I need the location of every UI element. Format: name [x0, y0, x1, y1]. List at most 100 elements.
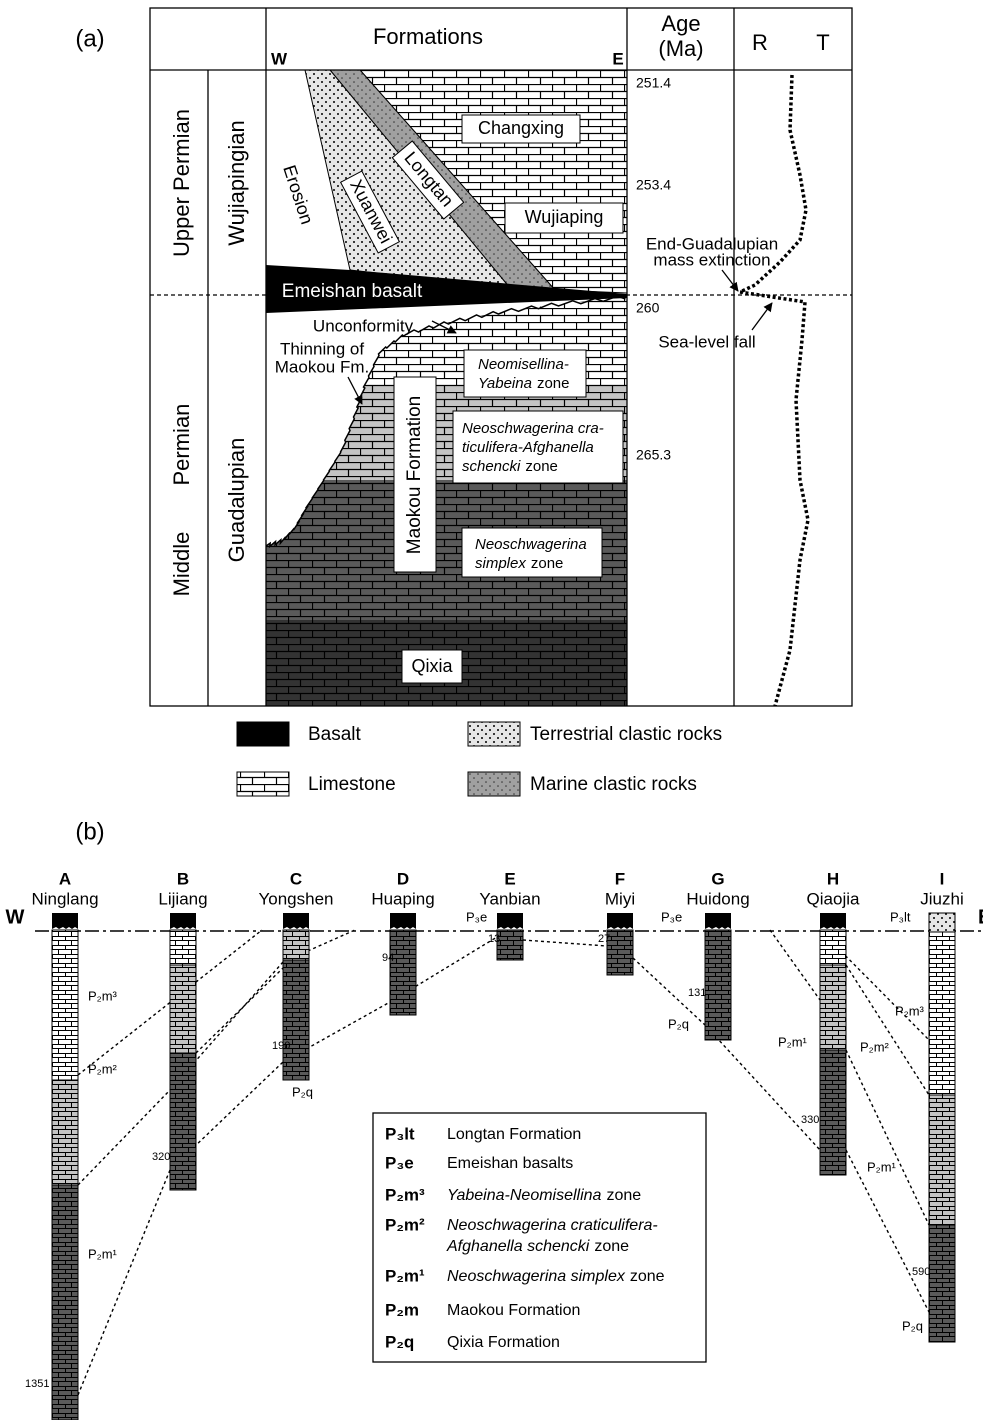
key-symbol: P₂m³ — [385, 1185, 425, 1204]
basalt-cap — [52, 913, 78, 929]
key-symbol: P₂m² — [385, 1215, 425, 1234]
zone-name: Yabeina — [478, 375, 532, 392]
direction: E — [612, 49, 623, 68]
header: Formations — [373, 24, 483, 49]
unit-label: P₃lt — [890, 909, 911, 924]
header: (Ma) — [658, 36, 703, 61]
unit-label: Emeishan basalt — [282, 281, 423, 302]
unit-label: P₂m² — [88, 1061, 118, 1076]
basalt-cap — [607, 913, 633, 929]
legend-label: Limestone — [308, 774, 396, 795]
thickness: 94 — [382, 952, 394, 964]
column-band — [820, 965, 846, 1050]
zone-name: Neoschwagerina craticulifera- — [447, 1217, 658, 1234]
zone-name: Neomisellina- — [478, 356, 569, 373]
section-id: E — [504, 869, 515, 888]
thickness: 330 — [801, 1114, 819, 1126]
sea-level-curve — [740, 75, 808, 706]
stage: Wujiapingian — [224, 120, 249, 246]
longtan-cap — [929, 913, 955, 932]
column-band — [170, 965, 196, 1053]
column-band — [929, 1095, 955, 1225]
correlation-line — [770, 930, 820, 1000]
zone-suffix: zone — [594, 1238, 629, 1255]
section-id: C — [290, 869, 302, 888]
section-name: Jiuzhi — [920, 889, 963, 908]
unit-label: Maokou Formation — [404, 396, 425, 554]
thickness: 13 — [488, 933, 500, 945]
zone-suffix: zone — [630, 1268, 665, 1285]
column-band — [170, 1053, 196, 1190]
age-label: 253.4 — [636, 177, 671, 193]
legend-label: Basalt — [308, 724, 362, 745]
column-band — [497, 930, 523, 960]
unit-label: P₂m¹ — [867, 1159, 897, 1174]
zone-text: simplexzone — [475, 555, 563, 572]
legend-label: Marine clastic rocks — [530, 774, 697, 795]
section-name: Ninglang — [31, 889, 98, 908]
basalt-cap — [283, 913, 309, 929]
header: T — [816, 30, 829, 55]
annotation: Unconformity — [313, 316, 414, 335]
basalt-cap — [170, 913, 196, 929]
zone-suffix: zone — [606, 1187, 641, 1204]
unit-label: P₃e — [661, 909, 682, 924]
panel-label: (a) — [75, 25, 104, 52]
thickness: 590 — [912, 1266, 930, 1278]
zone-text: Neomisellina- — [478, 356, 569, 373]
direction: W — [271, 49, 288, 68]
zone-name: Qixia Formation — [447, 1334, 560, 1351]
unit-label: P₂m³ — [895, 1003, 925, 1018]
unit-label: P₂q — [668, 1016, 689, 1031]
legend-swatch — [237, 722, 289, 746]
legend-swatch — [468, 772, 520, 796]
age-label: 260 — [636, 300, 660, 316]
basalt-cap — [820, 913, 846, 929]
zone-name: Neoschwagerina — [475, 536, 587, 553]
age-label: 251.4 — [636, 75, 671, 91]
thickness: 1351 — [25, 1378, 49, 1390]
unit-label: P₂m¹ — [778, 1034, 808, 1049]
legend-label: Terrestrial clastic rocks — [530, 724, 722, 745]
section-name: Yongshen — [258, 889, 333, 908]
unit-label: P₂q — [292, 1084, 313, 1099]
unit-label: P₂m³ — [88, 988, 118, 1003]
basalt-cap — [705, 913, 731, 929]
zone-name: Neoschwagerina cra- — [462, 420, 604, 437]
zone-name: Longtan Formation — [447, 1126, 581, 1143]
unit-label: P₂m² — [860, 1039, 890, 1054]
section-id: I — [940, 869, 945, 888]
zone-text: Qixia Formation — [447, 1334, 560, 1351]
zone-suffix: zone — [531, 555, 564, 572]
section-id: D — [397, 869, 409, 888]
zone-text: Neoschwagerina — [475, 536, 587, 553]
column-band — [390, 930, 416, 1015]
column-band — [283, 930, 309, 960]
key-symbol: P₂m¹ — [385, 1266, 425, 1285]
panel-b: (b)WEANinglang1351BLijiang320CYongshen19… — [6, 818, 983, 1420]
section-id: F — [615, 869, 625, 888]
zone-text: Neoschwagerina simplexzone — [447, 1268, 665, 1285]
section-name: Huaping — [371, 889, 434, 908]
zone-name: schencki — [462, 458, 521, 475]
correlation-line — [523, 940, 607, 946]
zone-text: Emeishan basalts — [447, 1155, 573, 1172]
stage: Guadalupian — [224, 438, 249, 563]
key-symbol: P₂q — [385, 1332, 414, 1351]
column-band — [929, 1225, 955, 1342]
arrow — [752, 303, 772, 330]
unit-label: Qixia — [411, 656, 453, 676]
unit-label: Wujiaping — [525, 207, 604, 227]
annotation: mass extinction — [653, 250, 770, 269]
unit-label: P₂m¹ — [88, 1246, 118, 1261]
zone-name: Yabeina-Neomisellina — [447, 1187, 602, 1204]
column-band — [52, 1185, 78, 1420]
key-symbol: P₂m — [385, 1300, 419, 1319]
unit-label: P₂q — [902, 1318, 923, 1333]
column-band — [929, 932, 955, 1095]
zone-text: Neoschwagerina craticulifera- — [447, 1217, 658, 1234]
series: Upper Permian — [169, 109, 194, 257]
